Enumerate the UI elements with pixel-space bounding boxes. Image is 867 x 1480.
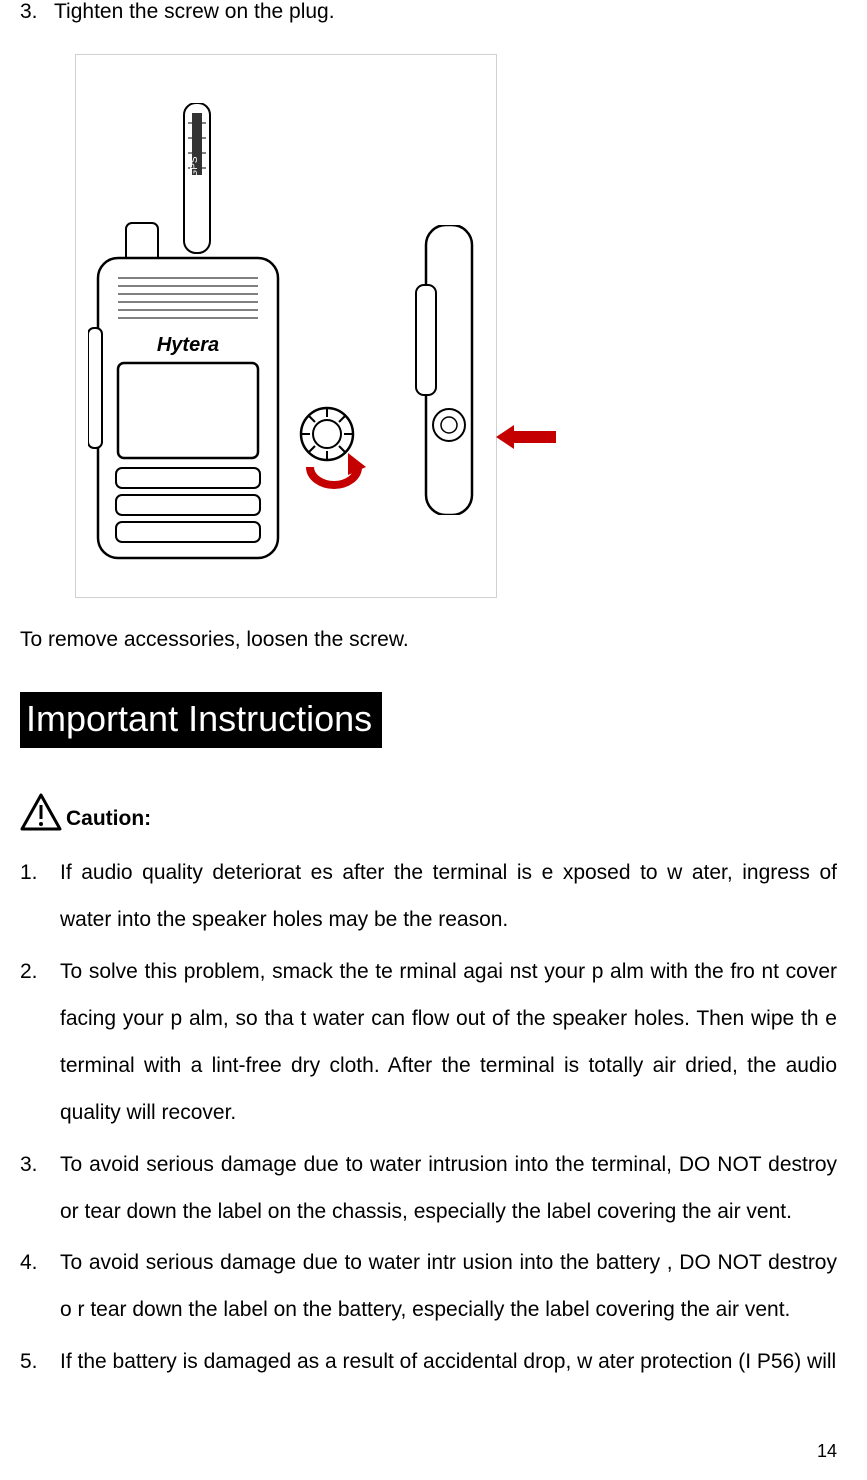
instruction-num: 3. <box>20 1141 60 1236</box>
instruction-num: 2. <box>20 948 60 1137</box>
step-3: 3. Tighten the screw on the plug. <box>20 0 837 24</box>
instruction-num: 4. <box>20 1239 60 1334</box>
instruction-item: 4. To avoid serious damage due to water … <box>20 1239 837 1334</box>
instruction-num: 1. <box>20 849 60 944</box>
instruction-item: 1. If audio quality deteriorat es after … <box>20 849 837 944</box>
instruction-text: To solve this problem, smack the te rmin… <box>60 948 837 1137</box>
instruction-item: 2. To solve this problem, smack the te r… <box>20 948 837 1137</box>
caution-row: Caution: <box>20 793 837 831</box>
device-figure: GPS Hytera <box>75 54 497 598</box>
instruction-text: To avoid serious damage due to water int… <box>60 1141 837 1236</box>
important-instructions-heading: Important Instructions <box>20 692 382 748</box>
step-3-num: 3. <box>20 0 54 24</box>
instruction-list: 1. If audio quality deteriorat es after … <box>20 849 837 1385</box>
radio-side-drawing <box>406 225 494 515</box>
step-3-text: Tighten the screw on the plug. <box>54 0 335 24</box>
rotate-arrow-icon <box>302 447 366 497</box>
remove-accessories-text: To remove accessories, loosen the screw. <box>20 628 837 652</box>
brand-label: Hytera <box>157 334 219 356</box>
instruction-text: If the battery is damaged as a result of… <box>60 1338 837 1385</box>
instruction-num: 5. <box>20 1338 60 1385</box>
instruction-text: To avoid serious damage due to water int… <box>60 1239 837 1334</box>
instruction-item: 5. If the battery is damaged as a result… <box>20 1338 837 1385</box>
push-arrow-icon <box>496 425 556 449</box>
instruction-item: 3. To avoid serious damage due to water … <box>20 1141 837 1236</box>
instruction-text: If audio quality deteriorat es after the… <box>60 849 837 944</box>
caution-icon <box>20 793 62 831</box>
gps-label: GPS <box>189 156 200 177</box>
manual-page: 3. Tighten the screw on the plug. GPS Hy… <box>0 0 867 1480</box>
page-number: 14 <box>817 1441 837 1462</box>
radio-drawing: GPS Hytera <box>88 103 288 563</box>
caution-label: Caution: <box>66 807 151 831</box>
